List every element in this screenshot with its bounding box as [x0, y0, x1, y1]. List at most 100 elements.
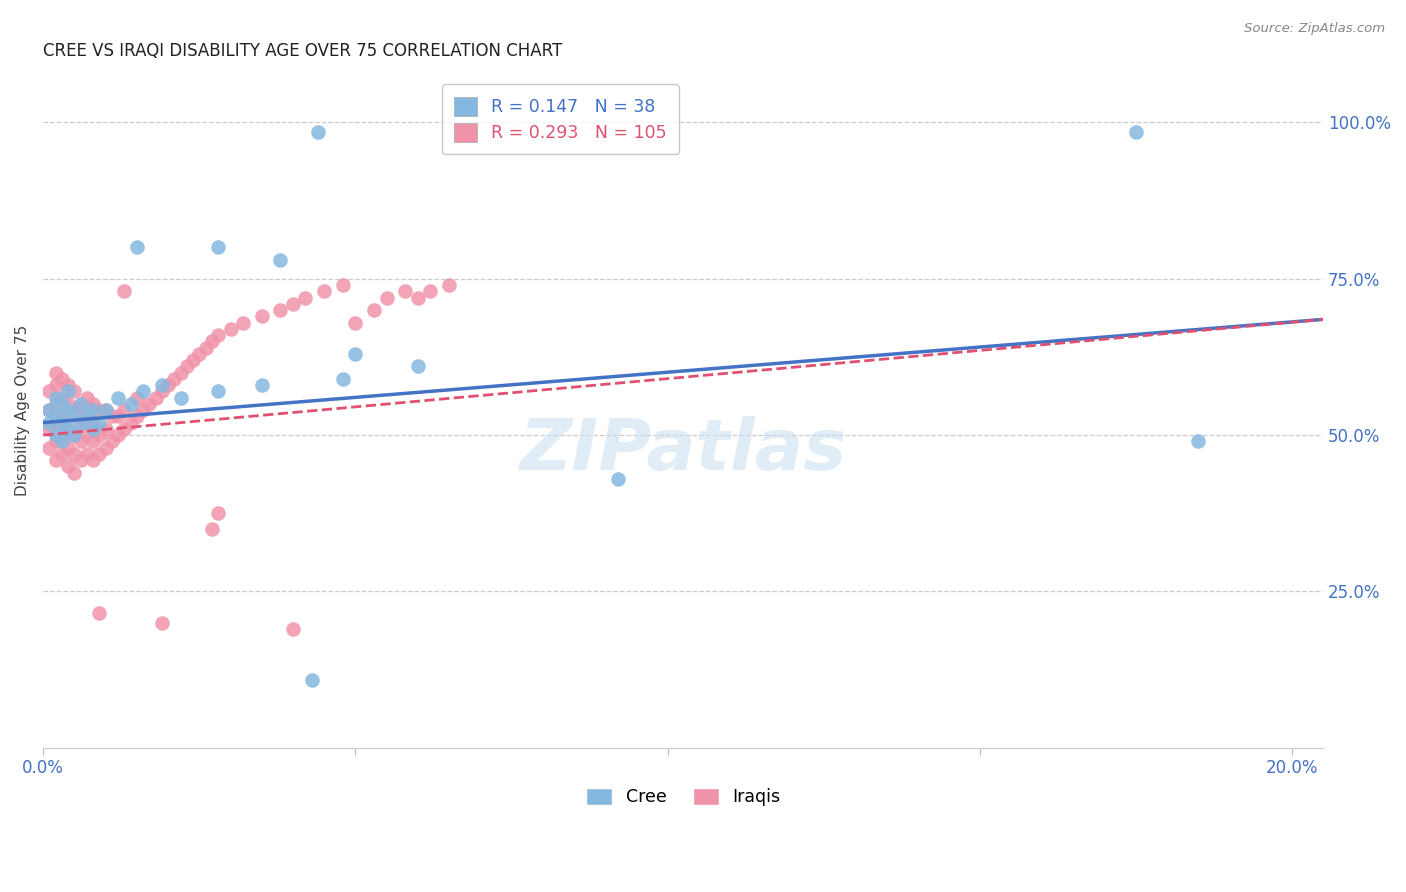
Point [150, 378, 173, 392]
Point [120, 416, 142, 430]
Point [125, 409, 148, 424]
Point [157, 378, 180, 392]
Point [69, 397, 91, 411]
Point [89, 447, 111, 461]
Point [45, 378, 67, 392]
Point [406, 359, 429, 374]
Point [51, 397, 73, 411]
Text: Source: ZipAtlas.com: Source: ZipAtlas.com [1244, 22, 1385, 36]
Point [281, 297, 304, 311]
Point [51, 391, 73, 405]
Point [89, 416, 111, 430]
Point [437, 278, 460, 293]
Point [38, 384, 60, 399]
Point [94, 441, 117, 455]
Point [38, 416, 60, 430]
Point [45, 409, 67, 424]
Point [163, 372, 186, 386]
Point [112, 285, 135, 299]
Point [219, 322, 242, 336]
Point [250, 378, 273, 392]
Legend: Cree, Iraqis: Cree, Iraqis [579, 780, 787, 814]
Point [69, 434, 91, 449]
Point [63, 428, 86, 442]
Point [51, 409, 73, 424]
Point [82, 422, 104, 436]
Point [101, 434, 124, 449]
Point [250, 310, 273, 324]
Point [69, 416, 91, 430]
Point [82, 453, 104, 467]
Point [76, 391, 98, 405]
Point [125, 391, 148, 405]
Point [207, 384, 229, 399]
Point [51, 447, 73, 461]
Point [94, 403, 117, 417]
Point [89, 403, 111, 417]
Point [207, 240, 229, 254]
Point [38, 403, 60, 417]
Point [56, 403, 79, 417]
Point [45, 391, 67, 405]
Point [94, 422, 117, 436]
Y-axis label: Disability Age Over 75: Disability Age Over 75 [15, 325, 30, 496]
Point [125, 240, 148, 254]
Text: CREE VS IRAQI DISABILITY AGE OVER 75 CORRELATION CHART: CREE VS IRAQI DISABILITY AGE OVER 75 COR… [44, 42, 562, 60]
Point [269, 303, 291, 318]
Point [176, 359, 198, 374]
Point [332, 278, 354, 293]
Point [269, 252, 291, 267]
Point [51, 428, 73, 442]
Point [56, 384, 79, 399]
Point [375, 291, 398, 305]
Point [107, 428, 129, 442]
Point [112, 422, 135, 436]
Point [169, 391, 191, 405]
Point [307, 125, 329, 139]
Point [132, 384, 155, 399]
Point [132, 403, 155, 417]
Point [38, 441, 60, 455]
Point [45, 366, 67, 380]
Point [56, 397, 79, 411]
Point [63, 428, 86, 442]
Point [69, 397, 91, 411]
Point [69, 453, 91, 467]
Point [38, 422, 60, 436]
Point [419, 285, 441, 299]
Point [63, 447, 86, 461]
Point [76, 409, 98, 424]
Point [344, 316, 367, 330]
Point [76, 447, 98, 461]
Point [56, 422, 79, 436]
Point [107, 409, 129, 424]
Point [56, 422, 79, 436]
Point [188, 347, 211, 361]
Point [76, 428, 98, 442]
Point [394, 285, 416, 299]
Point [169, 366, 191, 380]
Point [150, 384, 173, 399]
Point [314, 285, 336, 299]
Point [194, 341, 217, 355]
Point [232, 316, 254, 330]
Point [363, 303, 385, 318]
Point [56, 378, 79, 392]
Point [51, 372, 73, 386]
Point [89, 428, 111, 442]
Point [1125, 125, 1147, 139]
Point [76, 409, 98, 424]
Point [107, 391, 129, 405]
Point [112, 403, 135, 417]
Point [63, 403, 86, 417]
Point [281, 622, 304, 636]
Point [150, 615, 173, 630]
Point [45, 428, 67, 442]
Point [63, 409, 86, 424]
Point [201, 334, 224, 349]
Point [38, 403, 60, 417]
Point [294, 291, 316, 305]
Point [201, 522, 224, 536]
Point [145, 391, 167, 405]
Point [45, 397, 67, 411]
